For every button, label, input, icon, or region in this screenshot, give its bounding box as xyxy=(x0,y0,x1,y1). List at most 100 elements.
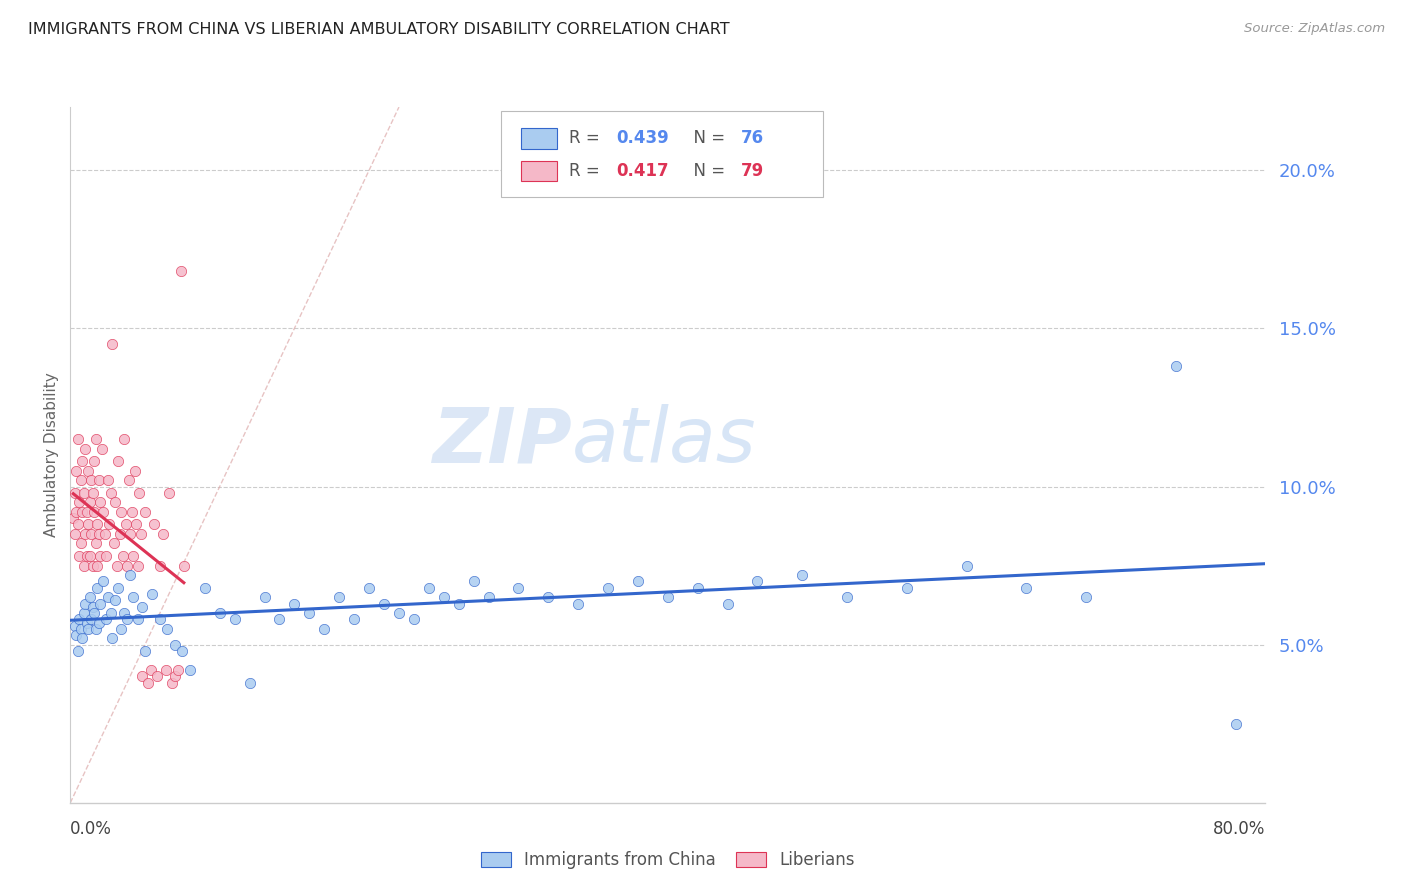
Point xyxy=(73,486,96,500)
Point xyxy=(65,628,87,642)
Text: N =: N = xyxy=(683,129,731,147)
Point xyxy=(686,581,709,595)
Point xyxy=(122,549,145,563)
Point xyxy=(76,615,98,630)
Point xyxy=(110,505,132,519)
Point xyxy=(463,574,485,589)
Point xyxy=(134,644,156,658)
Point xyxy=(80,527,103,541)
Point xyxy=(134,505,156,519)
Point xyxy=(104,495,127,509)
Point xyxy=(69,536,91,550)
Point xyxy=(104,593,127,607)
Point xyxy=(67,612,90,626)
Point xyxy=(84,536,107,550)
Text: N =: N = xyxy=(683,162,731,180)
Point xyxy=(896,581,918,595)
Point xyxy=(80,473,103,487)
Text: 0.417: 0.417 xyxy=(616,162,669,180)
Bar xyxy=(520,161,557,181)
Point xyxy=(66,432,89,446)
Point xyxy=(77,622,100,636)
Point xyxy=(86,581,108,595)
Point xyxy=(156,622,179,636)
Point xyxy=(120,527,141,541)
Point xyxy=(65,464,87,478)
Point xyxy=(115,612,138,626)
Point xyxy=(120,568,141,582)
Point xyxy=(77,464,100,478)
Point xyxy=(70,454,93,468)
Point xyxy=(87,473,110,487)
Point xyxy=(79,495,101,509)
Point xyxy=(82,558,104,573)
Point xyxy=(157,486,180,500)
Point xyxy=(103,536,125,550)
Point xyxy=(124,464,146,478)
Point xyxy=(402,612,425,626)
Text: Source: ZipAtlas.com: Source: ZipAtlas.com xyxy=(1244,22,1385,36)
Point xyxy=(63,618,86,632)
Point xyxy=(100,486,122,500)
Point xyxy=(598,581,620,595)
Point xyxy=(101,632,124,646)
Point xyxy=(107,581,129,595)
Point xyxy=(117,473,139,487)
Point xyxy=(101,337,124,351)
Point xyxy=(73,558,96,573)
Point xyxy=(91,574,114,589)
Point xyxy=(837,591,859,605)
Point xyxy=(114,517,136,532)
Text: R =: R = xyxy=(568,162,605,180)
Point xyxy=(792,568,814,582)
Point xyxy=(127,612,149,626)
Point xyxy=(224,612,246,626)
Point xyxy=(141,587,163,601)
Point xyxy=(328,591,350,605)
Point xyxy=(80,612,103,626)
Point xyxy=(98,517,121,532)
Point xyxy=(100,606,122,620)
Point xyxy=(131,599,153,614)
Point xyxy=(478,591,501,605)
Point xyxy=(67,495,90,509)
Point xyxy=(298,606,321,620)
Point xyxy=(69,473,91,487)
Text: 79: 79 xyxy=(741,162,763,180)
Text: R =: R = xyxy=(568,129,605,147)
Point xyxy=(76,549,98,563)
Point xyxy=(1015,581,1038,595)
Point xyxy=(82,599,104,614)
Point xyxy=(343,612,366,626)
Point xyxy=(77,517,100,532)
Point xyxy=(149,558,172,573)
Point xyxy=(112,606,135,620)
Point xyxy=(160,675,183,690)
Point xyxy=(208,606,231,620)
Point xyxy=(152,527,174,541)
Point xyxy=(63,527,86,541)
Point xyxy=(63,486,86,500)
Point xyxy=(1076,591,1098,605)
Point xyxy=(91,505,114,519)
Point xyxy=(70,632,93,646)
Point xyxy=(97,473,120,487)
Point xyxy=(173,558,195,573)
Point xyxy=(139,663,162,677)
Point xyxy=(956,558,979,573)
Point xyxy=(179,663,201,677)
Point xyxy=(84,432,107,446)
Point xyxy=(129,527,152,541)
Point xyxy=(75,597,97,611)
Point xyxy=(90,442,112,456)
Point xyxy=(359,581,381,595)
Point xyxy=(67,549,90,563)
Point xyxy=(166,663,188,677)
Point xyxy=(70,505,93,519)
Text: 0.439: 0.439 xyxy=(616,129,669,147)
Point xyxy=(66,517,89,532)
Point xyxy=(143,517,166,532)
Point xyxy=(146,669,169,683)
Point xyxy=(163,669,186,683)
FancyBboxPatch shape xyxy=(501,111,824,197)
